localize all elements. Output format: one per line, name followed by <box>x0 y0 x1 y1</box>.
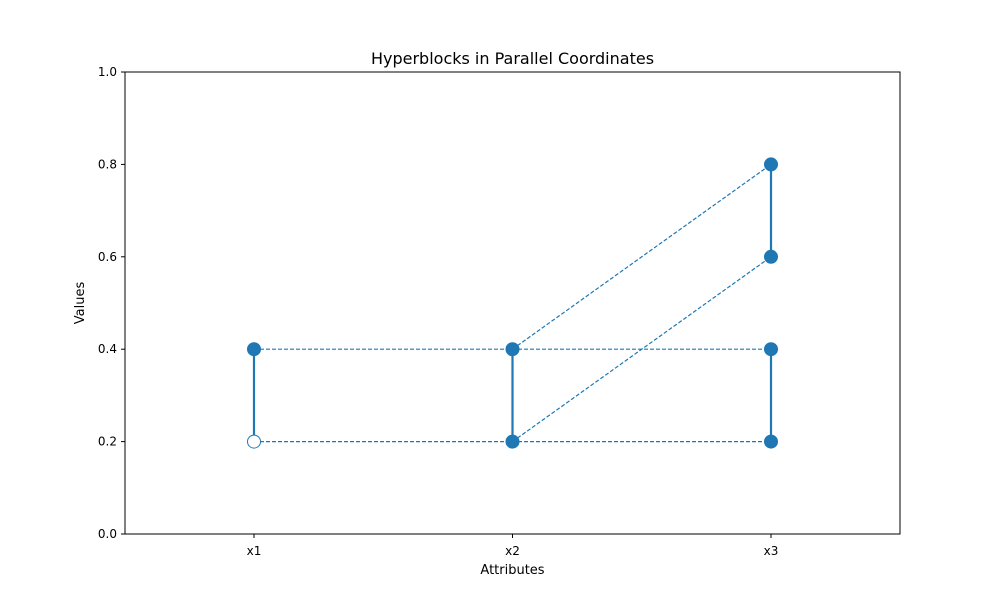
x-tick-label-2: x2 <box>505 544 520 558</box>
y-tick-label-6: 1.0 <box>98 65 117 79</box>
marker-x1-low-1 <box>247 434 261 449</box>
marker-x3-high-4 <box>764 157 778 172</box>
chart-title: Hyperblocks in Parallel Coordinates <box>371 49 654 68</box>
y-tick-label-5: 0.8 <box>98 157 117 171</box>
marker-x2-low-2 <box>505 434 520 449</box>
marker-x3-high-3 <box>764 342 778 357</box>
plot-area <box>247 157 778 449</box>
x-tick-label-1: x1 <box>247 544 262 558</box>
y-axis-label: Values <box>73 282 88 325</box>
axis-ticks: 0.0 0.2 0.4 0.6 0.8 1.0 x1 x2 x3 <box>98 65 778 558</box>
y-tick-label-2: 0.2 <box>98 435 117 449</box>
series-line-4 <box>512 256 772 443</box>
y-tick-label-4: 0.6 <box>98 250 117 264</box>
x-axis-label: Attributes <box>480 563 544 578</box>
marker-x3-low-3 <box>764 434 778 449</box>
y-tick-label-1: 0.0 <box>98 527 117 541</box>
x-tick-label-3: x3 <box>764 544 779 558</box>
marker-x2-high-2 <box>505 342 520 357</box>
marker-x3-low-4 <box>764 249 778 264</box>
series-line-3 <box>512 163 772 350</box>
y-tick-label-3: 0.4 <box>98 342 117 356</box>
marker-x1-high-1 <box>247 342 261 357</box>
